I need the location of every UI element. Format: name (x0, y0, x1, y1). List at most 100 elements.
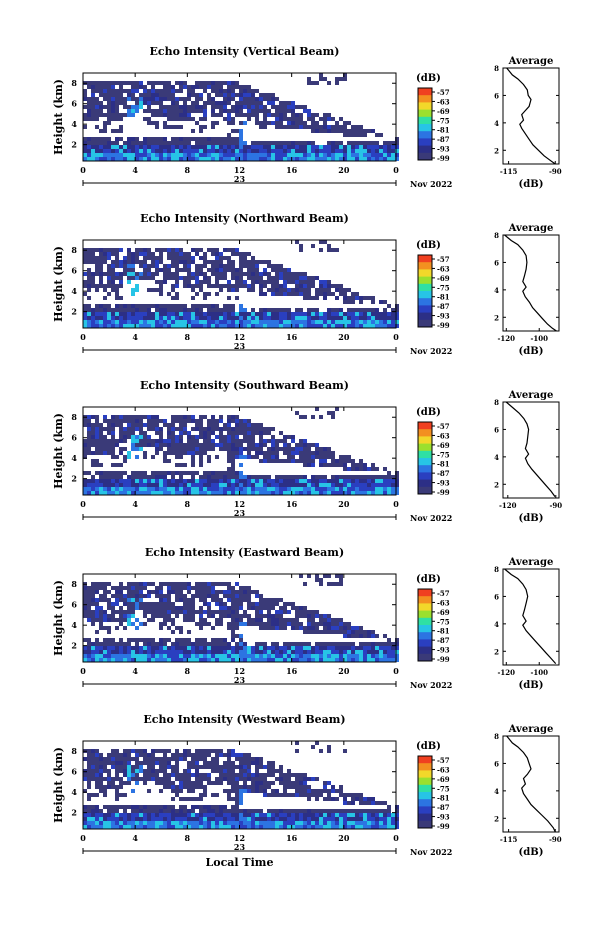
heatmap-cell (199, 141, 203, 145)
heatmap-cell (91, 101, 95, 105)
heatmap-cell (231, 785, 235, 789)
heatmap-cell (243, 149, 247, 153)
heatmap-cell (275, 646, 279, 650)
heatmap-cell (179, 475, 183, 479)
heatmap-cell (135, 618, 139, 622)
heatmap-cell (199, 316, 203, 320)
heatmap-cell (111, 753, 115, 757)
heatmap-cell (111, 491, 115, 495)
heatmap-cell (195, 81, 199, 85)
heatmap-cell (99, 439, 103, 443)
heatmap-cell (231, 415, 235, 419)
heatmap-cell (115, 590, 119, 594)
heatmap-cell (271, 316, 275, 320)
heatmap-cell (195, 781, 199, 785)
heatmap-cell (131, 614, 135, 618)
heatmap-cell (187, 821, 191, 825)
heatmap-cell (307, 785, 311, 789)
heatmap-cell (143, 256, 147, 260)
heatmap-cell (307, 650, 311, 654)
heatmap-cell (303, 447, 307, 451)
heatmap-cell (91, 423, 95, 427)
heatmap-cell (203, 765, 207, 769)
average-x-tick-label: -120 (498, 668, 516, 677)
heatmap-cell (259, 757, 263, 761)
heatmap-cell (203, 89, 207, 93)
heatmap-cell (355, 312, 359, 316)
heatmap-cell (315, 81, 319, 85)
heatmap-cell (83, 598, 87, 602)
heatmap-cell (103, 638, 107, 642)
heatmap-cell (303, 487, 307, 491)
heatmap-cell (239, 817, 243, 821)
heatmap-cell (219, 284, 223, 288)
colorbar-swatch (418, 589, 432, 597)
heatmap-cell (223, 821, 227, 825)
heatmap-cell (115, 316, 119, 320)
heatmap-cell (167, 292, 171, 296)
heatmap-cell (151, 749, 155, 753)
heatmap-cell (191, 475, 195, 479)
heatmap-cell (259, 626, 263, 630)
heatmap-cell (235, 487, 239, 491)
heatmap-cell (203, 773, 207, 777)
heatmap-cell (171, 248, 175, 252)
heatmap-cell (239, 280, 243, 284)
heatmap-cell (235, 288, 239, 292)
heatmap-cell (335, 483, 339, 487)
heatmap-cell (83, 153, 87, 157)
heatmap-cell (151, 590, 155, 594)
heatmap-cell (195, 264, 199, 268)
heatmap-cell (335, 491, 339, 495)
heatmap-cell (199, 479, 203, 483)
heatmap-cell (231, 630, 235, 634)
heatmap-cell (295, 324, 299, 328)
heatmap-cell (179, 646, 183, 650)
heatmap-cell (191, 105, 195, 109)
heatmap-cell (231, 797, 235, 801)
heatmap-cell (371, 320, 375, 324)
colorbar-tick-label: -63 (437, 598, 450, 607)
heatmap-cell (175, 292, 179, 296)
heatmap-cell (319, 749, 323, 753)
heatmap-cell (195, 654, 199, 658)
heatmap-cell (307, 491, 311, 495)
heatmap-cell (123, 145, 127, 149)
heatmap-cell (191, 642, 195, 646)
heatmap-cell (143, 487, 147, 491)
heatmap-cell (143, 646, 147, 650)
heatmap-cell (99, 753, 103, 757)
heatmap-cell (203, 85, 207, 89)
heatmap-cell (99, 757, 103, 761)
heatmap-cell (187, 586, 191, 590)
heatmap-cell (151, 809, 155, 813)
heatmap-cell (231, 825, 235, 829)
heatmap-cell (351, 630, 355, 634)
heatmap-cell (119, 614, 123, 618)
heatmap-cell (119, 308, 123, 312)
heatmap-cell (167, 650, 171, 654)
heatmap-cell (151, 614, 155, 618)
average-title: Average (508, 56, 554, 67)
heatmap-cell (219, 614, 223, 618)
heatmap-cell (327, 630, 331, 634)
heatmap-cell (171, 97, 175, 101)
heatmap-cell (191, 324, 195, 328)
heatmap-cell (267, 626, 271, 630)
heatmap-cell (95, 435, 99, 439)
heatmap-cell (179, 813, 183, 817)
heatmap-cell (395, 483, 399, 487)
heatmap-cell (295, 483, 299, 487)
heatmap-cell (191, 483, 195, 487)
heatmap-cell (187, 312, 191, 316)
heatmap-cell (215, 610, 219, 614)
heatmap-cell (175, 89, 179, 93)
heatmap-cell (247, 765, 251, 769)
heatmap-cell (135, 769, 139, 773)
heatmap-cell (239, 153, 243, 157)
heatmap-cell (243, 141, 247, 145)
heatmap-cell (299, 817, 303, 821)
heatmap-cell (355, 324, 359, 328)
heatmap-cell (139, 598, 143, 602)
heatmap-cell (243, 590, 247, 594)
